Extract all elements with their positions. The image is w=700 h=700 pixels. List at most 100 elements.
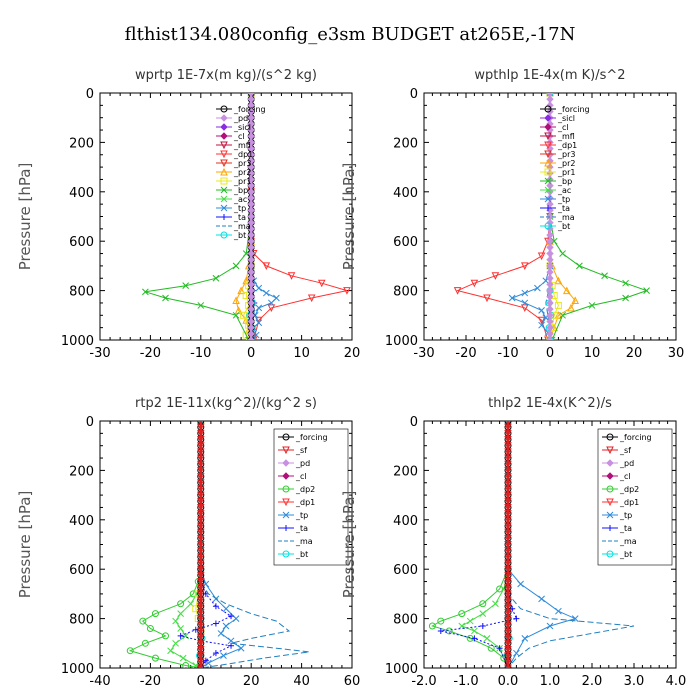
legend-marker xyxy=(282,433,290,441)
panel-4: thlp2 1E-4x(K^2)/s Pressure [hPa] -2.0 -1.0… xyxy=(340,396,686,689)
legend-label: _bt xyxy=(557,222,570,231)
legend-label: _pr3 xyxy=(557,150,575,159)
series-point-forcing xyxy=(546,95,554,103)
legend-label: _dp2 xyxy=(619,485,639,494)
series-point-ta xyxy=(513,615,520,622)
legend-marker xyxy=(606,485,614,493)
series-point-bp xyxy=(232,262,240,270)
series-point-forcing xyxy=(546,249,554,258)
series-point-tp xyxy=(262,289,270,297)
legend-marker xyxy=(607,525,613,531)
series-point-dp1 xyxy=(483,294,491,303)
series-point-ta xyxy=(228,613,235,620)
series-point-sf xyxy=(504,485,512,494)
series-point-sf xyxy=(196,645,205,654)
y-tick-label: 600 xyxy=(69,235,94,250)
series-point-pr2 xyxy=(237,286,245,295)
series-line-dp1 xyxy=(250,93,348,340)
series-line-dp2 xyxy=(128,421,202,668)
legend-marker xyxy=(282,550,290,558)
series-point-tp xyxy=(217,630,225,637)
series-point-tp xyxy=(220,652,227,660)
series-point-sf xyxy=(196,565,205,574)
x-tick-label: 10 xyxy=(293,346,310,361)
x-tick-label: 40 xyxy=(293,674,310,689)
legend: _forcing _sf _pd _cl _dp2 _dp1 _tp _ta _ma _bt xyxy=(278,433,328,559)
series-point-sf xyxy=(504,448,512,456)
y-tick-label: 400 xyxy=(393,186,418,201)
legend-label: _pr2 xyxy=(233,168,251,177)
series-point-sf xyxy=(196,528,205,537)
y-tick-label: 600 xyxy=(393,235,418,250)
legend-label: _bp xyxy=(233,186,248,195)
series-point-tp xyxy=(555,607,562,615)
legend-label: _dp1 xyxy=(557,141,577,150)
series-group xyxy=(142,93,351,340)
legend-marker xyxy=(282,485,290,493)
legend-marker xyxy=(544,177,552,185)
y-tick-label: 200 xyxy=(69,464,94,479)
series-point-bt xyxy=(505,634,513,642)
series-point-sf xyxy=(196,559,205,568)
legend-marker xyxy=(282,511,290,519)
legend-marker xyxy=(544,123,552,131)
legend-label: _tp xyxy=(619,511,632,520)
series-point-sf xyxy=(196,436,205,444)
legend-label: _forcing xyxy=(619,433,652,442)
series-point-sf xyxy=(196,664,205,668)
series-point-dp1 xyxy=(483,635,491,642)
series-point-bp xyxy=(588,302,596,309)
legend-marker xyxy=(220,123,228,131)
series-point-tp xyxy=(227,637,235,645)
series-point-dp2 xyxy=(146,624,154,632)
panel-title: wprtp 1E-7x(m kg)/(s^2 kg) xyxy=(135,68,317,83)
series-point-sf xyxy=(504,627,512,636)
series-point-forcing xyxy=(546,305,554,313)
legend-marker xyxy=(606,433,614,441)
x-tick-label: 3.0 xyxy=(624,674,645,689)
legend-label: _ac xyxy=(557,186,571,195)
series-point-ta xyxy=(177,632,184,639)
panel-title: rtp2 1E-11x(kg^2)/(kg^2 s) xyxy=(135,396,317,411)
series-point-bp xyxy=(212,274,220,282)
x-tick-label: 0 xyxy=(546,346,554,361)
y-tick-label: 800 xyxy=(393,613,418,628)
series-point-dp2 xyxy=(428,622,436,630)
series-point-sf xyxy=(196,429,205,438)
series-point-ta xyxy=(212,603,219,610)
series-line-tp xyxy=(507,421,577,668)
series-point-dp2 xyxy=(458,610,466,618)
series-point-sf xyxy=(504,652,512,660)
series-point-sf xyxy=(196,639,205,648)
series-point-bp xyxy=(242,250,250,257)
series-point-dp1 xyxy=(172,617,179,625)
legend-marker xyxy=(220,105,228,113)
series-point-forcing xyxy=(546,299,554,307)
series-point-dp1 xyxy=(537,252,546,261)
y-tick-label: 1000 xyxy=(385,334,418,349)
panels-container: wprtp 1E-7x(m kg)/(s^2 kg) Pressure [hPa]… xyxy=(16,68,686,689)
series-point-tp xyxy=(255,284,263,292)
legend-marker xyxy=(606,446,614,455)
series-point-dp1 xyxy=(479,610,487,618)
x-tick-label: -20 xyxy=(140,674,161,689)
legend-label: _forcing xyxy=(233,105,266,114)
series-point-bp xyxy=(550,237,558,245)
legend-marker xyxy=(606,459,614,467)
legend-label: _ta xyxy=(233,213,246,222)
series-point-sf xyxy=(504,429,512,438)
series-point-dp1 xyxy=(453,287,462,295)
series-point-sf xyxy=(196,658,205,666)
series-point-dp1 xyxy=(287,272,296,280)
series-point-ta xyxy=(212,650,219,657)
legend-label: _sf xyxy=(295,446,307,455)
series-point-sf xyxy=(196,503,205,512)
series-point-bp xyxy=(232,311,240,319)
series-point-dp1 xyxy=(262,262,271,271)
legend-marker xyxy=(606,511,614,519)
legend-marker xyxy=(283,525,289,531)
series-point-sf xyxy=(196,479,205,487)
legend-label: _dp1 xyxy=(619,498,639,507)
legend-marker xyxy=(282,446,290,455)
series-point-dp2 xyxy=(437,617,445,625)
